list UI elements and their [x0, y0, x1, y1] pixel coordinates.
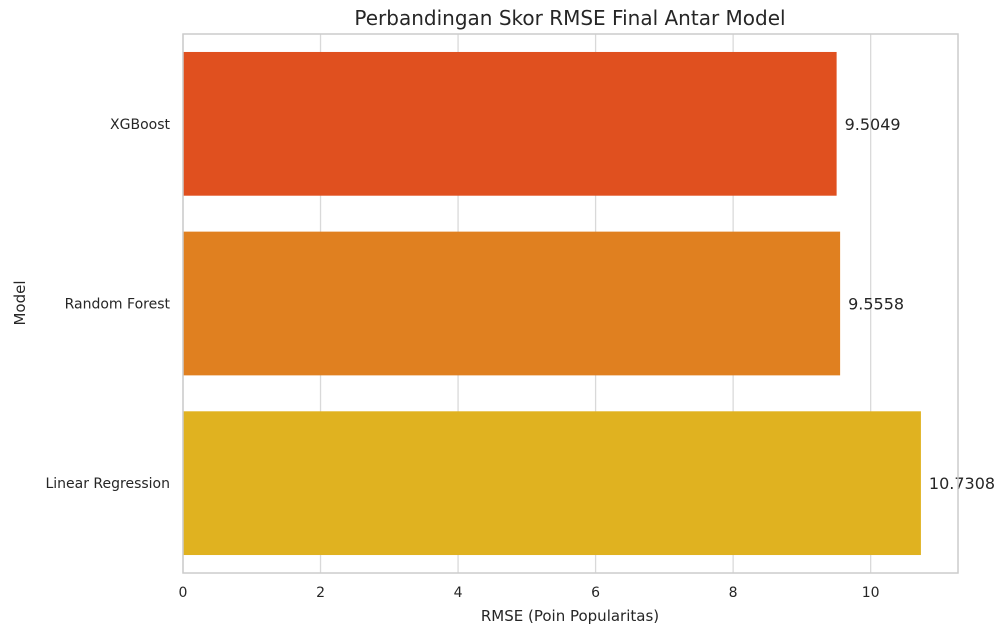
bars: [183, 51, 921, 556]
x-tick-label: 0: [179, 585, 188, 601]
bar: [183, 411, 921, 556]
x-tick-label: 4: [454, 585, 463, 601]
x-tick-label: 8: [729, 585, 738, 601]
bar-value-label: 9.5558: [848, 295, 904, 314]
x-tick-label: 2: [316, 585, 325, 601]
bar-value-label: 10.7308: [929, 474, 995, 493]
bar: [183, 51, 837, 196]
bar-value-label: 9.5049: [845, 115, 901, 134]
x-ticks: 0 2 4 6 8 10: [179, 585, 880, 601]
y-axis-label: Model: [11, 280, 29, 325]
bar: [183, 231, 841, 376]
chart-title: Perbandingan Skor RMSE Final Antar Model: [354, 6, 785, 30]
data-labels: 9.5049 9.5558 10.7308: [845, 115, 995, 493]
x-tick-label: 6: [591, 585, 600, 601]
y-tick-label: Random Forest: [65, 297, 171, 313]
y-tick-label: XGBoost: [110, 117, 170, 133]
x-tick-label: 10: [862, 585, 880, 601]
x-axis-label: RMSE (Poin Popularitas): [481, 607, 659, 625]
y-tick-label: Linear Regression: [45, 476, 170, 492]
y-ticks: XGBoost Random Forest Linear Regression: [45, 117, 170, 492]
plot-frame: [182, 33, 959, 574]
